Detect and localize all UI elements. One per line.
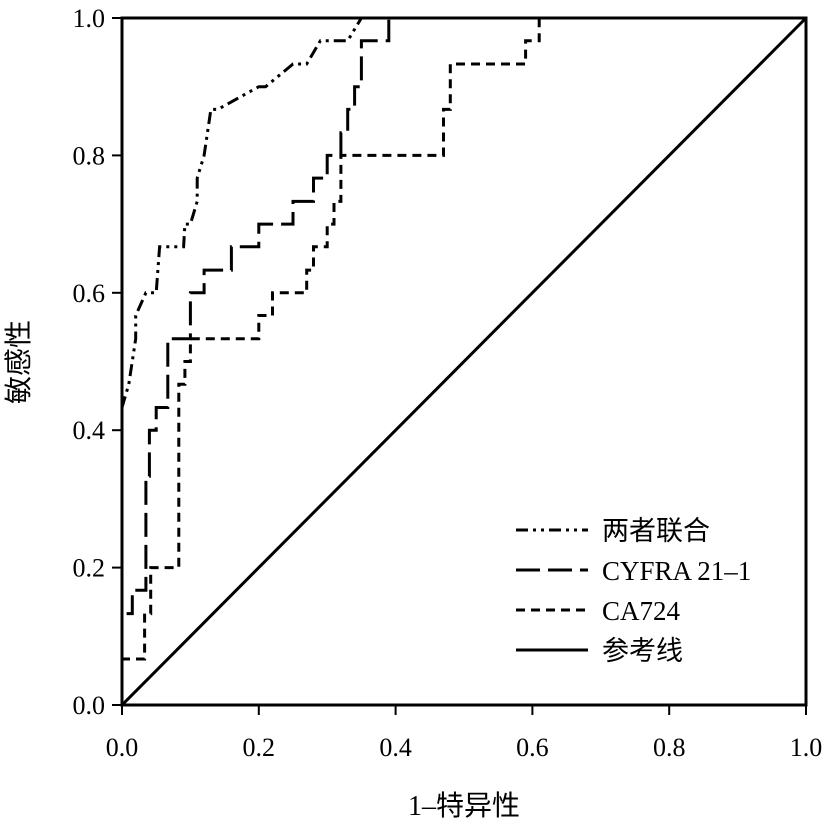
- y-tick-label: 0.0: [73, 691, 106, 720]
- y-tick-label: 0.6: [73, 279, 106, 308]
- y-tick-label: 0.8: [73, 141, 106, 170]
- legend-label: 两者联合: [602, 516, 710, 546]
- y-axis-label: 敏感性: [3, 320, 35, 404]
- x-tick-label: 0.8: [653, 733, 686, 762]
- plot-frame: [120, 16, 808, 707]
- x-tick-label: 0.6: [516, 733, 549, 762]
- x-axis-label: 1–特异性: [408, 790, 520, 822]
- legend-label: CYFRA 21–1: [602, 556, 751, 586]
- series-line-0: [120, 17, 363, 705]
- x-tick-label: 0.0: [106, 733, 139, 762]
- x-tick-label: 0.2: [243, 733, 276, 762]
- y-tick-label: 0.2: [73, 554, 106, 583]
- y-tick-label: 0.4: [73, 416, 106, 445]
- y-axis: 0.0 0.2 0.4 0.6 0.8 1.0: [73, 4, 122, 720]
- x-tick-label: 0.4: [379, 733, 412, 762]
- x-axis: 0.0 0.2 0.4 0.6 0.8 1.0: [106, 705, 823, 762]
- legend-label: CA724: [602, 596, 681, 626]
- legend: 两者联合 CYFRA 21–1 CA724 参考线: [516, 516, 751, 666]
- curves: [120, 16, 808, 707]
- x-tick-label: 1.0: [790, 733, 823, 762]
- series-line-1: [120, 18, 391, 705]
- series-line-3: [120, 16, 808, 707]
- legend-label: 参考线: [602, 636, 683, 666]
- series-line-2: [120, 18, 541, 705]
- y-tick-label: 1.0: [73, 4, 106, 33]
